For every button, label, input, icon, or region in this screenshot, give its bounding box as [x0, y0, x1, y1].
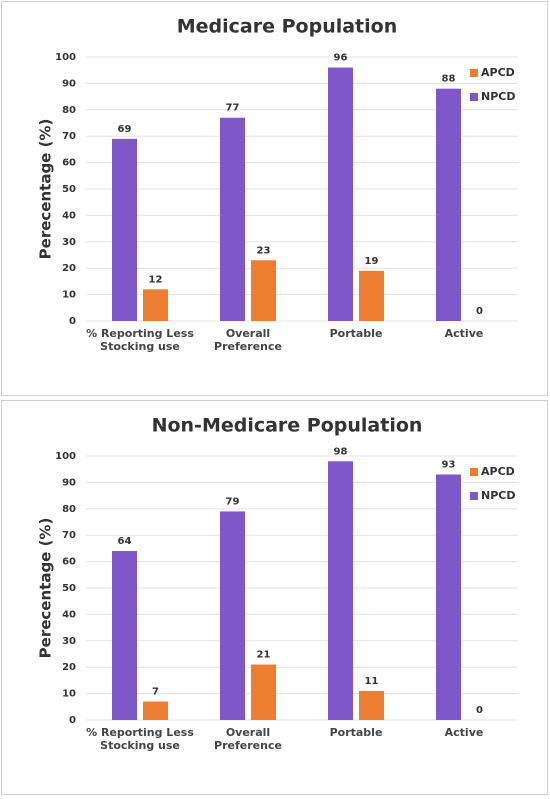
data-label: 77 [226, 103, 240, 114]
y-tick-label: 0 [69, 316, 76, 327]
data-label: 69 [118, 124, 132, 135]
data-label: 88 [442, 74, 456, 85]
legend-label: NPCD [481, 90, 515, 103]
legend-label: NPCD [481, 489, 515, 502]
bar [436, 474, 461, 720]
legend-swatch [470, 492, 478, 500]
data-label: 79 [226, 496, 240, 507]
data-label: 12 [149, 274, 163, 285]
bar [112, 551, 137, 720]
y-tick-label: 50 [62, 583, 76, 594]
y-tick-label: 90 [62, 78, 76, 89]
x-tick-label: Portable [329, 327, 383, 340]
y-axis-label: Perecentage (%) [37, 518, 55, 659]
y-tick-label: 40 [62, 210, 76, 221]
bar [328, 67, 353, 321]
y-tick-label: 80 [62, 504, 76, 515]
bar [112, 138, 137, 321]
y-tick-label: 60 [62, 557, 76, 568]
y-tick-label: 40 [62, 609, 76, 620]
data-label: 93 [442, 459, 456, 470]
bar [220, 511, 245, 720]
x-tick-label-box: Overall Preference [214, 327, 282, 353]
bar [143, 701, 168, 720]
legend-swatch [470, 468, 478, 476]
y-tick-label: 90 [62, 477, 76, 488]
y-tick-label: 30 [62, 636, 76, 647]
data-label: 96 [334, 53, 348, 64]
y-tick-label: 60 [62, 158, 76, 169]
x-tick-label-box: % Reporting Less Stocking use [86, 726, 194, 752]
y-tick-label: 30 [62, 237, 76, 248]
chart: Non-Medicare Population Perecentage (%) 0 1… [1, 400, 548, 795]
x-tick-label-box: Active [444, 327, 484, 340]
data-label: 0 [476, 705, 483, 716]
x-tick-label: Overall Preference [214, 327, 282, 353]
y-tick-label: 70 [62, 131, 76, 142]
data-label: 23 [257, 245, 271, 256]
bar [436, 88, 461, 322]
data-label: 64 [118, 536, 132, 547]
x-tick-label: Active [444, 726, 484, 739]
y-tick-label: 0 [69, 715, 76, 726]
data-label: 0 [476, 306, 483, 317]
y-tick-label: 100 [55, 52, 76, 63]
chart-title: Non-Medicare Population [152, 415, 423, 437]
x-tick-label: Overall Preference [214, 726, 282, 752]
x-tick-label: Portable [329, 726, 383, 739]
legend-swatch [470, 69, 478, 77]
y-tick-label: 80 [62, 105, 76, 116]
y-tick-label: 100 [55, 451, 76, 462]
bar [220, 117, 245, 321]
data-label: 21 [257, 650, 271, 661]
data-label: 98 [334, 446, 348, 457]
legend-label: APCD [481, 66, 515, 79]
bar [328, 461, 353, 720]
x-tick-label-box: Active [444, 726, 484, 739]
x-tick-label-box: % Reporting Less Stocking use [86, 327, 194, 353]
x-tick-label: Active [444, 327, 484, 340]
y-tick-label: 70 [62, 530, 76, 541]
data-label: 11 [365, 676, 379, 687]
chart-title: Medicare Population [177, 16, 397, 38]
x-tick-label-box: Portable [329, 327, 383, 340]
legend-swatch [470, 93, 478, 101]
x-tick-label: % Reporting Less Stocking use [86, 327, 194, 353]
y-tick-label: 20 [62, 662, 76, 673]
bar [251, 664, 276, 720]
legend-label: APCD [481, 465, 515, 478]
bar [359, 270, 384, 321]
x-tick-label-box: Overall Preference [214, 726, 282, 752]
y-tick-label: 10 [62, 290, 76, 301]
y-tick-label: 50 [62, 184, 76, 195]
bar [359, 690, 384, 720]
y-tick-label: 10 [62, 689, 76, 700]
chart: Medicare Population Perecentage (%) 0 10 20 3… [1, 1, 548, 396]
y-axis-label: Perecentage (%) [37, 119, 55, 260]
bar [251, 260, 276, 321]
bar [143, 289, 168, 321]
data-label: 7 [152, 687, 159, 698]
y-tick-label: 20 [62, 263, 76, 274]
data-label: 19 [365, 256, 379, 267]
x-tick-label-box: Portable [329, 726, 383, 739]
x-tick-label: % Reporting Less Stocking use [86, 726, 194, 752]
